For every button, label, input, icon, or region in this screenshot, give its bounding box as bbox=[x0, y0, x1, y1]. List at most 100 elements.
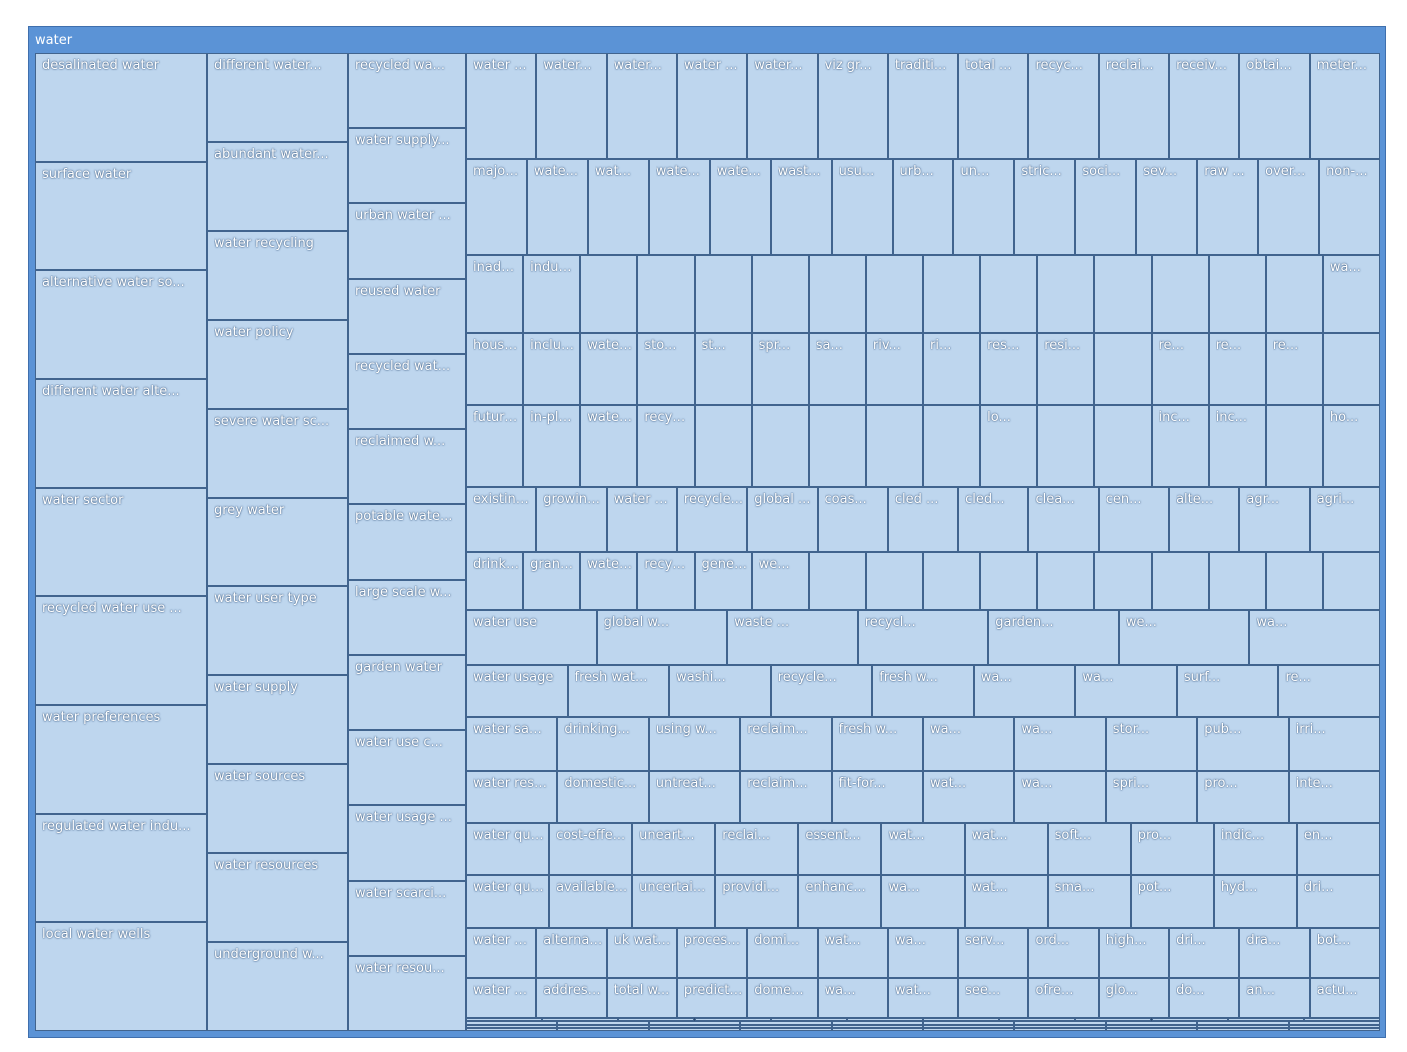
treemap-cell[interactable]: household ... bbox=[466, 333, 524, 405]
treemap-cell[interactable]: water sources bbox=[207, 764, 348, 854]
treemap-cell[interactable] bbox=[808, 405, 866, 487]
treemap-cell[interactable] bbox=[1322, 552, 1380, 610]
treemap-cell[interactable]: industrial ... bbox=[523, 255, 581, 333]
treemap-cell[interactable]: nat... bbox=[1075, 1018, 1152, 1022]
treemap-cell[interactable]: addressi... bbox=[536, 978, 607, 1018]
treemap-cell[interactable]: recycl... bbox=[857, 610, 989, 665]
treemap-cell[interactable]: different water... bbox=[207, 53, 348, 142]
treemap-cell[interactable]: wa... bbox=[1249, 610, 1380, 665]
treemap-cell[interactable]: fre... bbox=[1151, 1018, 1228, 1022]
treemap-cell[interactable]: major wate... bbox=[466, 159, 527, 255]
treemap-cell[interactable]: re... bbox=[1265, 333, 1323, 405]
treemap-cell[interactable] bbox=[751, 405, 809, 487]
treemap-cell[interactable]: recyc... bbox=[1028, 53, 1099, 159]
treemap-cell[interactable]: oxidati... bbox=[740, 1021, 832, 1025]
treemap-cell[interactable] bbox=[923, 1024, 1015, 1028]
treemap-cell[interactable]: pro... bbox=[1197, 771, 1289, 823]
treemap-cell[interactable]: global w... bbox=[596, 610, 728, 665]
treemap-cell[interactable]: ord... bbox=[1028, 928, 1099, 978]
treemap-cell[interactable]: water ... bbox=[580, 552, 638, 610]
treemap-cell[interactable]: reused water bbox=[348, 278, 466, 354]
treemap-cell[interactable]: en... bbox=[1296, 823, 1380, 875]
treemap-cell[interactable]: potable wate... bbox=[348, 504, 466, 580]
treemap-cell[interactable]: water reso... bbox=[466, 771, 558, 823]
treemap-cell[interactable] bbox=[580, 255, 638, 333]
treemap-cell[interactable]: finis... bbox=[1288, 1021, 1380, 1025]
treemap-cell[interactable]: providi... bbox=[715, 875, 799, 928]
treemap-cell[interactable]: stor... bbox=[1105, 717, 1198, 771]
treemap-cell[interactable] bbox=[1094, 255, 1152, 333]
treemap-cell[interactable]: water... bbox=[536, 53, 607, 159]
treemap-cell[interactable]: existing wa... bbox=[466, 487, 537, 552]
treemap-cell[interactable]: in-plant... bbox=[523, 405, 581, 487]
treemap-cell[interactable]: wat... bbox=[923, 771, 1015, 823]
treemap-cell[interactable]: wa... bbox=[973, 665, 1076, 717]
treemap-cell[interactable]: usu... bbox=[831, 159, 893, 255]
treemap-cell[interactable]: water c... bbox=[580, 333, 638, 405]
treemap-cell[interactable] bbox=[1014, 1027, 1106, 1031]
treemap-cell[interactable]: uneart... bbox=[632, 823, 716, 875]
treemap-cell[interactable] bbox=[466, 1021, 558, 1025]
treemap-cell[interactable]: reclai... bbox=[1098, 53, 1170, 159]
treemap-cell[interactable]: waste ... bbox=[727, 610, 858, 665]
treemap-cell[interactable]: water ... bbox=[676, 53, 748, 159]
treemap-cell[interactable]: wa... bbox=[817, 978, 888, 1018]
treemap-cell[interactable]: future wat... bbox=[466, 405, 524, 487]
treemap-cell[interactable]: alt... bbox=[1303, 1018, 1380, 1022]
treemap-cell[interactable]: wate... bbox=[526, 159, 588, 255]
treemap-cell[interactable]: water quali... bbox=[466, 823, 550, 875]
treemap-cell[interactable]: agri... bbox=[1309, 487, 1380, 552]
treemap-cell[interactable] bbox=[1037, 552, 1095, 610]
treemap-cell[interactable]: water recycling bbox=[207, 230, 348, 320]
treemap-cell[interactable]: cen... bbox=[1098, 487, 1170, 552]
treemap-cell[interactable]: wat... bbox=[887, 978, 959, 1018]
treemap-cell[interactable]: domi... bbox=[747, 928, 818, 978]
treemap-cell[interactable]: available... bbox=[549, 875, 633, 928]
treemap-cell[interactable] bbox=[466, 1018, 543, 1022]
treemap-cell[interactable]: urban water ... bbox=[348, 203, 466, 279]
treemap-cell[interactable]: fresh w... bbox=[872, 665, 974, 717]
treemap-cell[interactable]: pot... bbox=[1130, 875, 1214, 928]
treemap-cell[interactable]: sca... bbox=[999, 1018, 1076, 1022]
treemap-cell[interactable]: pro... bbox=[1130, 823, 1214, 875]
treemap-cell[interactable] bbox=[1094, 552, 1152, 610]
treemap-cell[interactable]: using w... bbox=[648, 717, 741, 771]
treemap-cell[interactable]: cled ... bbox=[887, 487, 959, 552]
treemap-cell[interactable]: coas... bbox=[817, 487, 888, 552]
treemap-cell[interactable]: water c... bbox=[580, 405, 638, 487]
treemap-cell[interactable]: receiv... bbox=[1169, 53, 1240, 159]
treemap-cell[interactable]: essent... bbox=[798, 823, 882, 875]
treemap-cell[interactable]: high... bbox=[1098, 928, 1170, 978]
treemap-cell[interactable]: wate... bbox=[648, 159, 710, 255]
treemap-cell[interactable] bbox=[923, 255, 981, 333]
treemap-cell[interactable]: fresh w... bbox=[831, 717, 923, 771]
treemap-cell[interactable]: inc... bbox=[1151, 405, 1209, 487]
treemap-cell[interactable]: underground w... bbox=[207, 942, 348, 1031]
treemap-cell[interactable]: wa... bbox=[1075, 665, 1177, 717]
treemap-cell[interactable] bbox=[831, 1021, 923, 1025]
treemap-cell[interactable]: wa... bbox=[1322, 255, 1380, 333]
treemap-cell[interactable]: sustai... bbox=[648, 1024, 741, 1028]
treemap-cell[interactable]: un... bbox=[953, 159, 1015, 255]
treemap-cell[interactable] bbox=[1265, 552, 1323, 610]
treemap-cell[interactable]: process... bbox=[676, 928, 748, 978]
treemap-cell[interactable]: an... bbox=[1239, 978, 1310, 1018]
treemap-cell[interactable]: reclaim... bbox=[740, 717, 832, 771]
treemap-cell[interactable]: growing ... bbox=[536, 487, 607, 552]
treemap-cell[interactable]: recycl... bbox=[637, 552, 695, 610]
treemap-cell[interactable]: re... bbox=[1151, 333, 1209, 405]
treemap-cell[interactable]: see... bbox=[958, 978, 1029, 1018]
treemap-cell[interactable]: recycled wat... bbox=[348, 353, 466, 430]
treemap-cell[interactable]: reclaimed w... bbox=[348, 429, 466, 505]
treemap-cell[interactable] bbox=[1288, 1024, 1380, 1028]
treemap-cell[interactable]: dri... bbox=[1169, 928, 1240, 978]
treemap-cell[interactable] bbox=[980, 552, 1038, 610]
treemap-cell[interactable]: desalinated water bbox=[35, 53, 207, 162]
treemap-cell[interactable]: water c... bbox=[606, 487, 677, 552]
treemap-cell[interactable]: we... bbox=[751, 552, 809, 610]
treemap-cell[interactable] bbox=[1151, 255, 1209, 333]
treemap-cell[interactable]: domestic... bbox=[557, 771, 649, 823]
treemap-cell[interactable]: obtai... bbox=[1239, 53, 1310, 159]
treemap-cell[interactable]: riv... bbox=[865, 333, 923, 405]
treemap-cell[interactable]: coastal... bbox=[770, 1018, 847, 1022]
